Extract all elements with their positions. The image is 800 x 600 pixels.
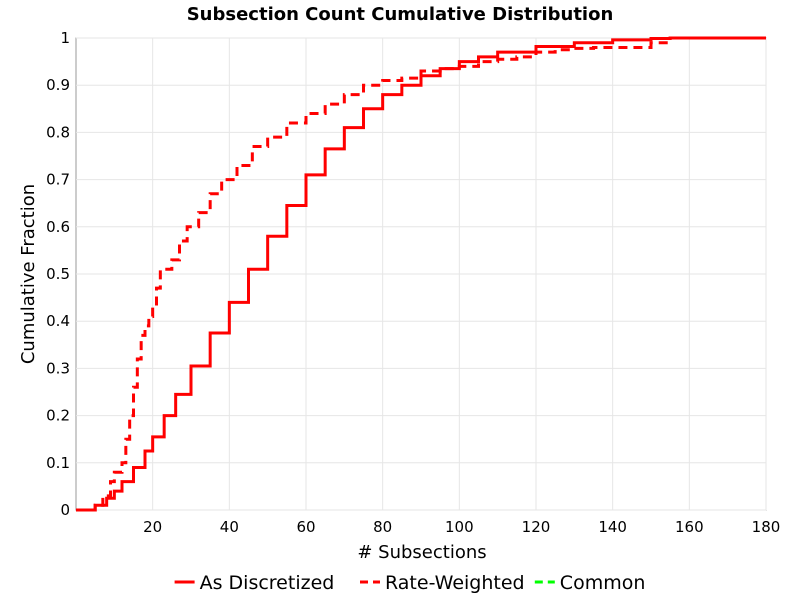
chart-title: Subsection Count Cumulative Distribution	[187, 4, 614, 25]
x-tick-label: 60	[296, 518, 315, 536]
y-tick-label: 0.8	[46, 123, 70, 141]
series-layer	[76, 36, 766, 512]
x-tick-label: 80	[373, 518, 392, 536]
x-tick-label: 160	[675, 518, 704, 536]
y-tick-label: 1	[60, 29, 70, 47]
y-tick-label: 0	[60, 501, 70, 519]
x-axis-label: # Subsections	[357, 542, 486, 563]
x-tick-label: 140	[598, 518, 627, 536]
y-tick-label: 0.6	[46, 218, 70, 236]
y-tick-label: 0.3	[46, 359, 70, 377]
y-tick-label: 0.7	[46, 171, 70, 189]
y-tick-label: 0.1	[46, 454, 70, 472]
legend-label: Rate-Weighted	[385, 572, 525, 594]
x-tick-label: 120	[522, 518, 551, 536]
x-tick-label: 180	[752, 518, 781, 536]
x-tick-label: 40	[220, 518, 239, 536]
x-tick-label: 100	[445, 518, 474, 536]
series-rate-weighted-line	[76, 36, 766, 512]
y-tick-label: 0.9	[46, 76, 70, 94]
y-tick-label: 0.2	[46, 407, 70, 425]
legend-label: As Discretized	[200, 572, 335, 594]
x-tick-label: 20	[143, 518, 162, 536]
legend: As Discretized Rate-Weighted Common	[174, 572, 646, 594]
series-as-discretized-line	[76, 36, 766, 512]
legend-label: Common	[560, 572, 646, 594]
y-axis-label: Cumulative Fraction	[18, 184, 39, 364]
y-tick-label: 0.5	[46, 265, 70, 283]
y-tick-label: 0.4	[46, 312, 70, 330]
